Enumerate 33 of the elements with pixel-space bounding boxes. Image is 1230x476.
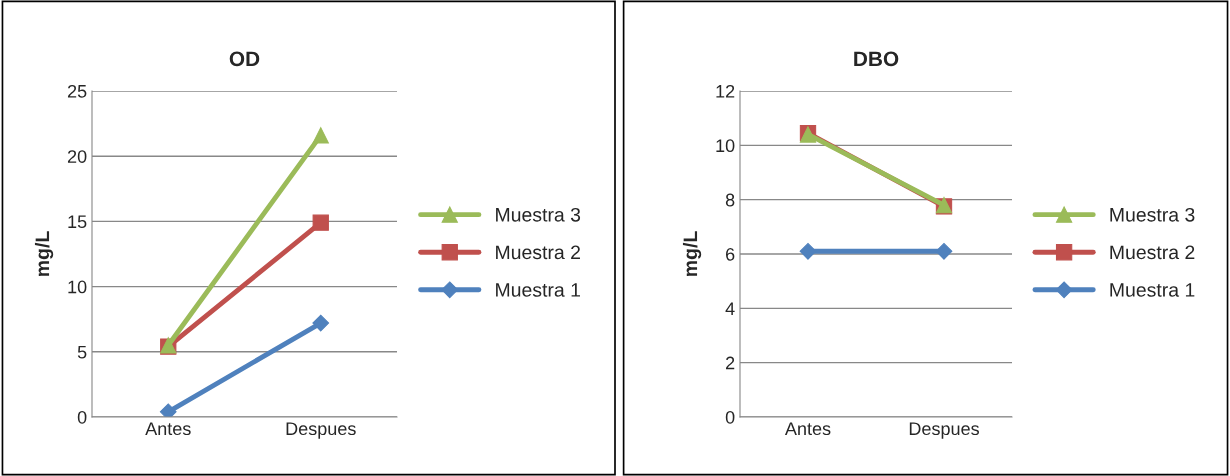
- y-tick-label: 8: [725, 193, 735, 207]
- chart-title: DBO: [854, 51, 899, 67]
- y-tick-label: 2: [726, 356, 735, 370]
- x-tick-label: Despues: [286, 422, 356, 439]
- chart-title: OD: [229, 51, 260, 67]
- legend-label: Muestra 3: [496, 207, 581, 222]
- y-tick-label: 10: [716, 139, 735, 153]
- x-tick-label: Antes: [784, 422, 831, 436]
- point: [312, 214, 329, 231]
- legend-label: Muestra 1: [496, 283, 580, 297]
- point: [935, 242, 953, 260]
- y-tick-label: 0: [725, 410, 735, 424]
- point: [312, 127, 329, 144]
- y-tick-label: 6: [726, 247, 735, 261]
- y-tick-label: 25: [67, 84, 87, 98]
- y-tick-label: 20: [67, 150, 87, 163]
- y-tick-label: 10: [68, 280, 87, 294]
- point: [159, 403, 177, 417]
- point: [312, 314, 330, 332]
- y-tick-label: 0: [77, 410, 87, 424]
- y-tick-label: 4: [725, 302, 735, 315]
- x-tick-label: Despues: [909, 422, 979, 439]
- legend-label: Muestra 3: [1110, 207, 1195, 222]
- y-tick-label: 5: [77, 345, 87, 359]
- y-axis-title: mg/L: [682, 231, 702, 276]
- y-tick-label: 12: [716, 84, 735, 98]
- legend-label: Muestra 2: [1110, 245, 1195, 260]
- point: [799, 242, 817, 260]
- x-tick-label: Antes: [145, 422, 191, 436]
- legend-label: Muestra 2: [496, 245, 580, 260]
- legend-label: Muestra 1: [1110, 283, 1195, 297]
- y-tick-label: 15: [68, 215, 87, 229]
- y-axis-title: mg/L: [34, 231, 54, 276]
